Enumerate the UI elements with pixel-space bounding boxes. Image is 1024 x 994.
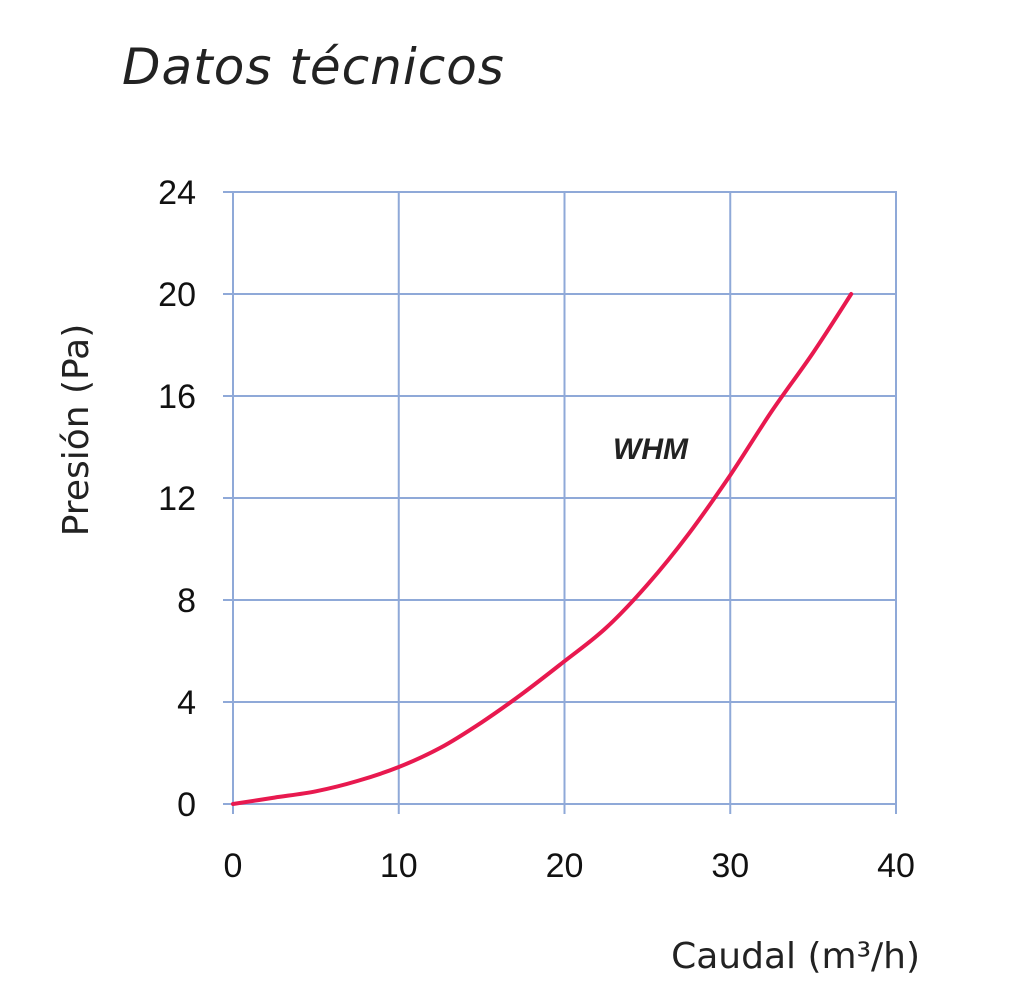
x-tick-labels: 0 10 20 30 40	[224, 847, 915, 885]
x-tick-label: 0	[224, 847, 243, 885]
y-tick-label: 20	[158, 276, 196, 314]
plot-border	[232, 191, 897, 805]
x-tick-label: 20	[546, 847, 584, 885]
y-tick-labels: 0 4 8 12 16 20 24	[158, 174, 196, 824]
x-tick-label: 10	[380, 847, 418, 885]
y-tick-label: 24	[158, 174, 196, 212]
y-tick-label: 8	[177, 582, 196, 620]
y-tick-label: 16	[158, 378, 196, 416]
page-title: Datos técnicos	[122, 38, 505, 96]
y-tick-label: 4	[177, 684, 196, 722]
y-tick-label: 0	[177, 786, 196, 824]
series-label-whm: WHM	[613, 433, 689, 466]
series-line-0	[231, 292, 854, 806]
grid-lines	[223, 191, 897, 814]
y-tick-label: 12	[158, 480, 196, 518]
x-tick-label: 30	[711, 847, 749, 885]
plot-frame	[232, 191, 897, 805]
x-axis-title: Caudal (m³/h)	[671, 936, 920, 977]
x-tick-label: 40	[877, 847, 915, 885]
y-axis-title: Presión (Pa)	[56, 324, 97, 537]
series-layer	[231, 292, 854, 806]
